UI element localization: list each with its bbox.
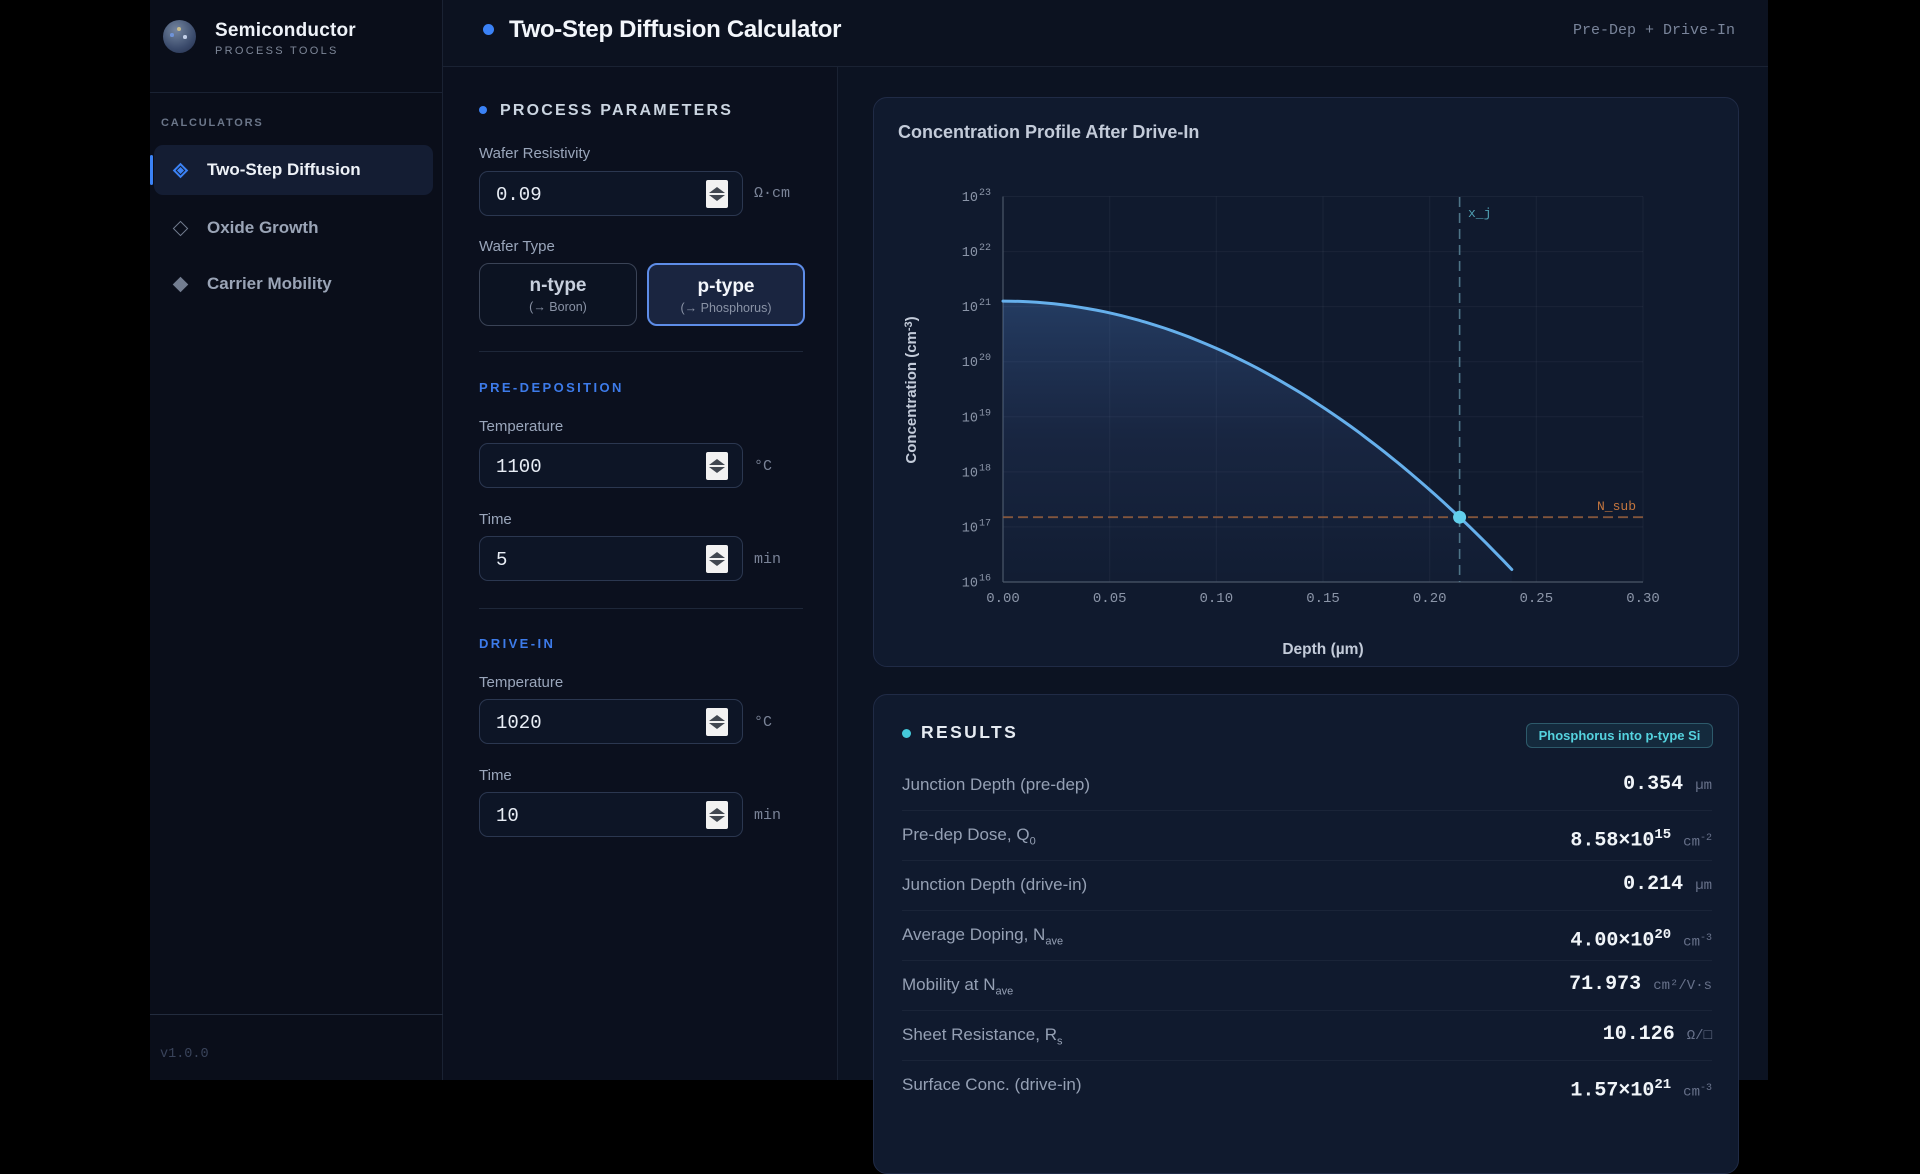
svg-text:23: 23 xyxy=(979,188,991,199)
svg-text:16: 16 xyxy=(979,574,991,585)
svg-text:10: 10 xyxy=(962,577,978,592)
svg-text:10: 10 xyxy=(962,466,978,481)
svg-text:Depth (µm): Depth (µm) xyxy=(1282,641,1363,658)
svg-text:0.20: 0.20 xyxy=(1413,591,1447,607)
svg-text:10: 10 xyxy=(962,246,978,261)
svg-text:21: 21 xyxy=(979,298,991,309)
svg-text:0.25: 0.25 xyxy=(1519,591,1553,607)
svg-text:0.05: 0.05 xyxy=(1093,591,1127,607)
svg-text:0.00: 0.00 xyxy=(986,591,1020,607)
svg-text:x_j: x_j xyxy=(1468,206,1491,221)
svg-text:10: 10 xyxy=(962,301,978,316)
svg-text:17: 17 xyxy=(979,518,991,529)
svg-text:N_sub: N_sub xyxy=(1597,499,1636,514)
svg-text:10: 10 xyxy=(962,411,978,426)
svg-text:Concentration (cm-3): Concentration (cm-3) xyxy=(903,316,920,463)
svg-text:10: 10 xyxy=(962,521,978,536)
svg-text:0.30: 0.30 xyxy=(1626,591,1660,607)
svg-text:20: 20 xyxy=(979,353,991,364)
svg-text:22: 22 xyxy=(979,243,991,254)
svg-text:19: 19 xyxy=(979,408,991,419)
svg-text:0.10: 0.10 xyxy=(1199,591,1233,607)
svg-text:0.15: 0.15 xyxy=(1306,591,1340,607)
svg-text:18: 18 xyxy=(979,463,991,474)
svg-text:10: 10 xyxy=(962,356,978,371)
svg-text:10: 10 xyxy=(962,191,978,206)
